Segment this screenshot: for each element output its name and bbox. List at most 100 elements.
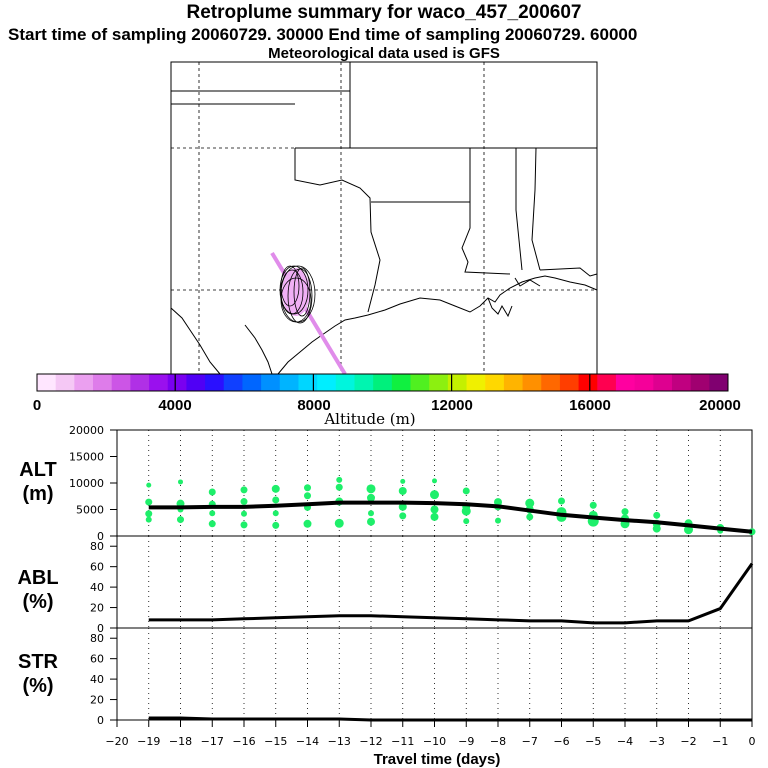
abl-panel: ABL (%) 0 20 40 60 80 <box>17 535 754 635</box>
x-tick-label: −14 <box>296 735 319 748</box>
met-data-line: Meteorological data used is GFS <box>268 45 500 62</box>
y-tick-label: 60 <box>90 561 104 574</box>
colorbar-swatch <box>466 374 486 391</box>
abl-ylabel-units: (%) <box>22 591 53 613</box>
alt-data-point <box>367 517 375 526</box>
alt-data-point <box>145 498 153 506</box>
colorbar-swatch <box>37 374 57 391</box>
y-tick-label: 15000 <box>69 451 104 464</box>
x-tick-label: −15 <box>264 735 287 748</box>
colorbar-tick-label: 4000 <box>158 397 191 414</box>
colorbar-swatch <box>298 374 318 391</box>
colorbar-swatch <box>709 374 729 391</box>
colorbar-swatch <box>541 374 561 391</box>
alt-data-point <box>430 505 439 514</box>
alt-data-point <box>177 516 184 524</box>
alt-data-point <box>461 506 471 516</box>
alt-data-point <box>589 501 597 509</box>
colorbar-swatch <box>223 374 243 391</box>
map-panel <box>170 61 598 376</box>
y-tick-label: 60 <box>90 653 104 666</box>
colorbar-swatch <box>410 374 430 391</box>
y-tick-label: 20 <box>90 694 104 707</box>
x-tick-label: −16 <box>232 735 255 748</box>
colorbar-label: Altitude (m) <box>323 410 415 428</box>
colorbar-swatch <box>130 374 150 391</box>
str-ylabel-units: (%) <box>22 675 53 697</box>
colorbar-swatch <box>690 374 710 391</box>
colorbar-swatch <box>74 374 94 391</box>
colorbar-swatch <box>335 374 355 391</box>
alt-data-point <box>209 510 216 517</box>
x-tick-label: −7 <box>522 735 538 748</box>
colorbar-tick-label: 16000 <box>569 397 611 414</box>
colorbar-swatch <box>615 374 636 391</box>
colorbar-swatch <box>485 374 505 391</box>
alt-data-point <box>240 486 248 494</box>
colorbar-swatch <box>653 374 673 391</box>
x-tick-label: −20 <box>105 735 128 748</box>
alt-data-point <box>145 516 152 523</box>
alt-data-point <box>240 521 248 529</box>
x-tick-label: −3 <box>649 735 665 748</box>
x-tick-label: −2 <box>680 735 696 748</box>
colorbar-tick-label: 8000 <box>297 397 330 414</box>
colorbar-swatch <box>391 374 412 391</box>
colorbar-swatch <box>597 374 617 391</box>
str-line <box>148 716 752 722</box>
alt-data-point <box>178 479 183 485</box>
x-tick-label: −13 <box>328 735 351 748</box>
alt-data-point <box>462 487 470 495</box>
y-tick-label: 40 <box>90 581 104 594</box>
colorbar-swatch <box>503 374 524 391</box>
colorbar-swatch <box>429 374 449 391</box>
x-tick-label: 0 <box>749 735 756 748</box>
map-boundaries <box>170 62 598 375</box>
y-tick-label: 80 <box>90 540 104 553</box>
colorbar-swatch <box>578 374 598 391</box>
x-tick-label: −10 <box>423 735 446 748</box>
colorbar-swatch <box>205 374 225 391</box>
x-tick-label: −5 <box>585 735 601 748</box>
y-tick-label: 0 <box>97 622 104 635</box>
colorbar-swatch <box>373 374 393 391</box>
x-tick-label: −19 <box>137 735 160 748</box>
alt-data-point <box>304 484 311 492</box>
colorbar-swatch <box>447 374 468 391</box>
y-tick-label: 40 <box>90 673 104 686</box>
alt-data-point <box>304 492 311 500</box>
alt-data-point <box>146 482 152 488</box>
alt-data-point <box>271 484 280 493</box>
alt-data-point <box>432 478 437 484</box>
alt-data-point <box>621 508 629 516</box>
colorbar-swatch <box>186 374 206 391</box>
alt-data-point <box>398 486 407 495</box>
y-tick-label: 20000 <box>69 424 104 437</box>
alt-data-point <box>430 512 439 521</box>
y-tick-label: 20 <box>90 602 104 615</box>
alt-ylabel-units: (m) <box>22 483 53 505</box>
chart-title: Retroplume summary for waco_457_200607 <box>186 2 582 23</box>
alt-data-point <box>368 510 374 517</box>
x-tick-label: −8 <box>490 735 506 748</box>
colorbar-swatch <box>149 374 169 391</box>
x-tick-label: −9 <box>458 735 474 748</box>
alt-data-point <box>272 510 279 517</box>
colorbar-swatch <box>93 374 113 391</box>
colorbar-swatch <box>111 374 131 391</box>
x-tick-label: −6 <box>553 735 569 748</box>
alt-data-point <box>335 483 343 491</box>
alt-data-point <box>272 496 280 504</box>
x-tick-label: −18 <box>169 735 192 748</box>
colorbar-swatch <box>317 374 337 391</box>
colorbar-swatch <box>242 374 262 391</box>
alt-data-point <box>145 510 153 518</box>
colorbar-swatch <box>522 374 542 391</box>
alt-data-point <box>653 511 661 519</box>
sampling-time-line: Start time of sampling 20060729. 30000 E… <box>8 25 638 44</box>
alt-data-point <box>400 478 406 484</box>
x-tick-label: −12 <box>359 735 382 748</box>
y-tick-label: 10000 <box>69 477 104 490</box>
alt-data-point <box>463 518 470 525</box>
alt-data-point <box>398 502 407 511</box>
